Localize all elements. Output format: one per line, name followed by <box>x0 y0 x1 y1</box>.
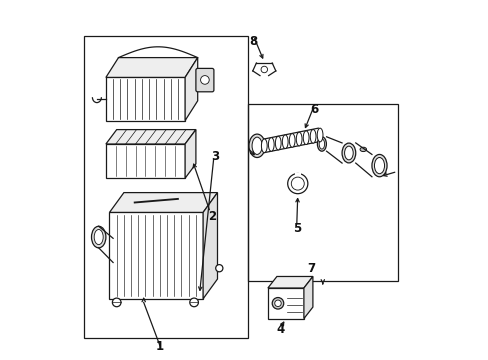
Text: 4: 4 <box>276 323 284 336</box>
Polygon shape <box>106 130 196 144</box>
Ellipse shape <box>344 146 352 160</box>
Circle shape <box>261 66 267 73</box>
Ellipse shape <box>282 135 287 149</box>
Polygon shape <box>185 130 196 178</box>
Text: 6: 6 <box>310 103 318 116</box>
Ellipse shape <box>342 143 355 163</box>
Bar <box>267 288 303 319</box>
Ellipse shape <box>371 154 386 177</box>
Ellipse shape <box>251 137 262 154</box>
Ellipse shape <box>317 128 322 142</box>
Text: 5: 5 <box>292 222 300 235</box>
Ellipse shape <box>248 134 264 158</box>
Ellipse shape <box>94 230 103 245</box>
Ellipse shape <box>303 131 308 145</box>
Text: 1: 1 <box>156 340 163 353</box>
FancyBboxPatch shape <box>196 68 213 92</box>
Bar <box>109 212 203 299</box>
Bar <box>84 36 247 338</box>
Ellipse shape <box>261 139 266 153</box>
Ellipse shape <box>309 130 315 143</box>
Ellipse shape <box>359 147 366 152</box>
Text: 3: 3 <box>211 150 219 163</box>
Bar <box>247 104 397 281</box>
Circle shape <box>215 265 223 272</box>
Polygon shape <box>203 193 217 299</box>
Polygon shape <box>106 58 197 77</box>
Circle shape <box>287 174 307 194</box>
Circle shape <box>291 177 304 190</box>
Circle shape <box>200 76 209 84</box>
Circle shape <box>189 298 198 307</box>
Ellipse shape <box>91 226 106 248</box>
Ellipse shape <box>319 139 324 149</box>
Circle shape <box>112 298 121 307</box>
Polygon shape <box>185 58 197 121</box>
Polygon shape <box>109 193 217 212</box>
Ellipse shape <box>374 158 384 174</box>
Ellipse shape <box>317 137 325 151</box>
Polygon shape <box>267 276 312 288</box>
Text: 2: 2 <box>207 210 216 222</box>
Bar <box>106 77 185 121</box>
Polygon shape <box>303 276 312 319</box>
Ellipse shape <box>289 134 294 147</box>
Ellipse shape <box>268 138 274 151</box>
Circle shape <box>274 300 281 306</box>
Bar <box>106 144 185 178</box>
Circle shape <box>272 297 283 309</box>
Text: 8: 8 <box>249 35 257 48</box>
Text: 7: 7 <box>306 262 315 275</box>
Ellipse shape <box>275 136 281 150</box>
Ellipse shape <box>296 132 302 146</box>
